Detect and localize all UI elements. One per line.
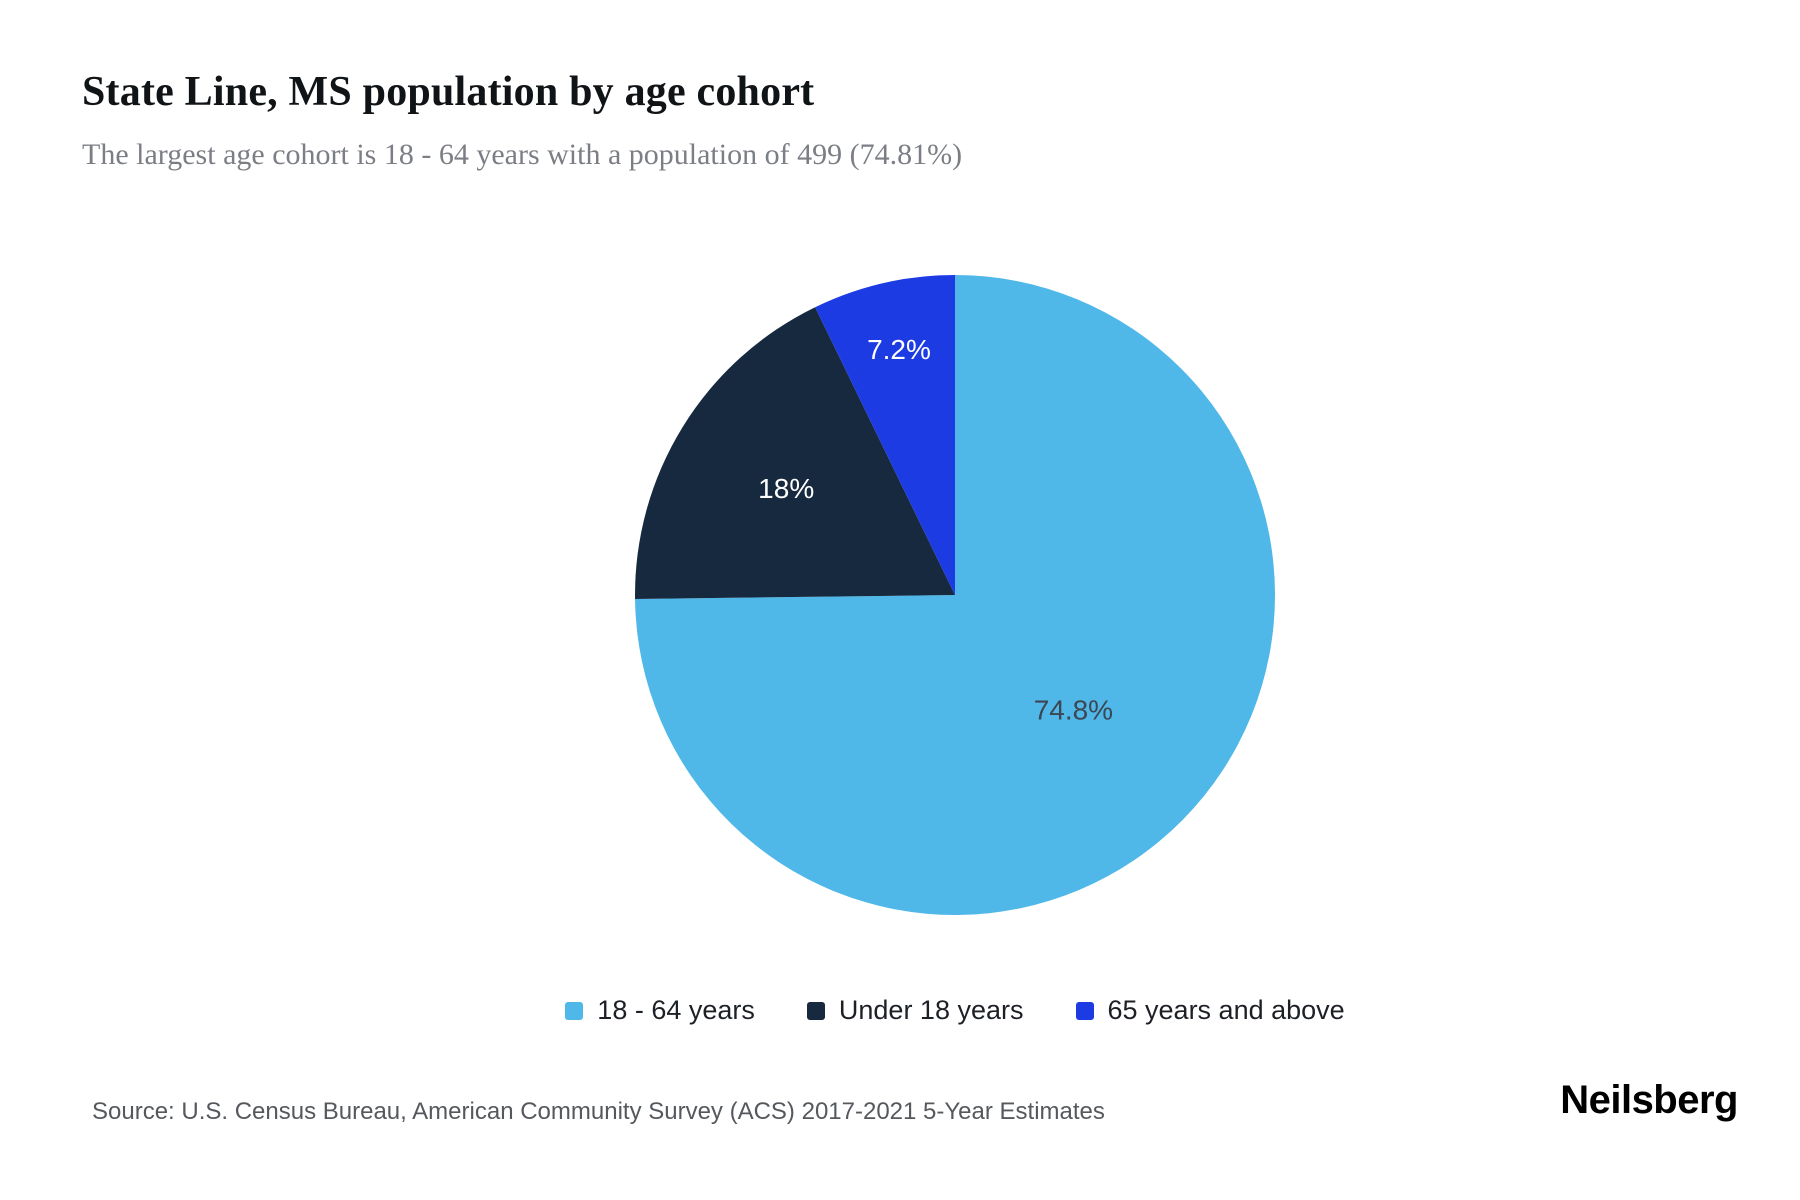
slice-label-2: 7.2% <box>867 334 931 365</box>
legend-swatch-icon <box>565 1001 584 1020</box>
chart-legend: 18 - 64 years Under 18 years 65 years an… <box>55 995 1800 1026</box>
slice-label-1: 18% <box>758 473 814 504</box>
legend-swatch-icon <box>1075 1001 1094 1020</box>
slice-label-0: 74.8% <box>1034 694 1113 725</box>
pie-slice-0[interactable] <box>635 275 1276 916</box>
chart-subtitle: The largest age cohort is 18 - 64 years … <box>82 138 963 171</box>
chart-title: State Line, MS population by age cohort <box>82 69 815 115</box>
source-attribution: Source: U.S. Census Bureau, American Com… <box>92 1098 1105 1125</box>
legend-item-18-64-years[interactable]: 18 - 64 years <box>565 995 755 1026</box>
legend-item-under-18-years[interactable]: Under 18 years <box>806 995 1024 1026</box>
legend-label: Under 18 years <box>838 995 1024 1025</box>
legend-swatch-icon <box>806 1001 825 1020</box>
pie-slice-1[interactable] <box>635 307 955 600</box>
legend-label: 18 - 64 years <box>597 995 755 1025</box>
pie-chart: 74.8% 18% 7.2% <box>625 265 1285 925</box>
legend-label: 65 years and above <box>1107 995 1345 1025</box>
legend-item-65-years-and-above[interactable]: 65 years and above <box>1075 995 1345 1026</box>
pie-chart-svg: 74.8% 18% 7.2% <box>635 275 1276 916</box>
pie-slice-2[interactable] <box>815 275 955 595</box>
brand-logo: Neilsberg <box>1560 1078 1738 1122</box>
